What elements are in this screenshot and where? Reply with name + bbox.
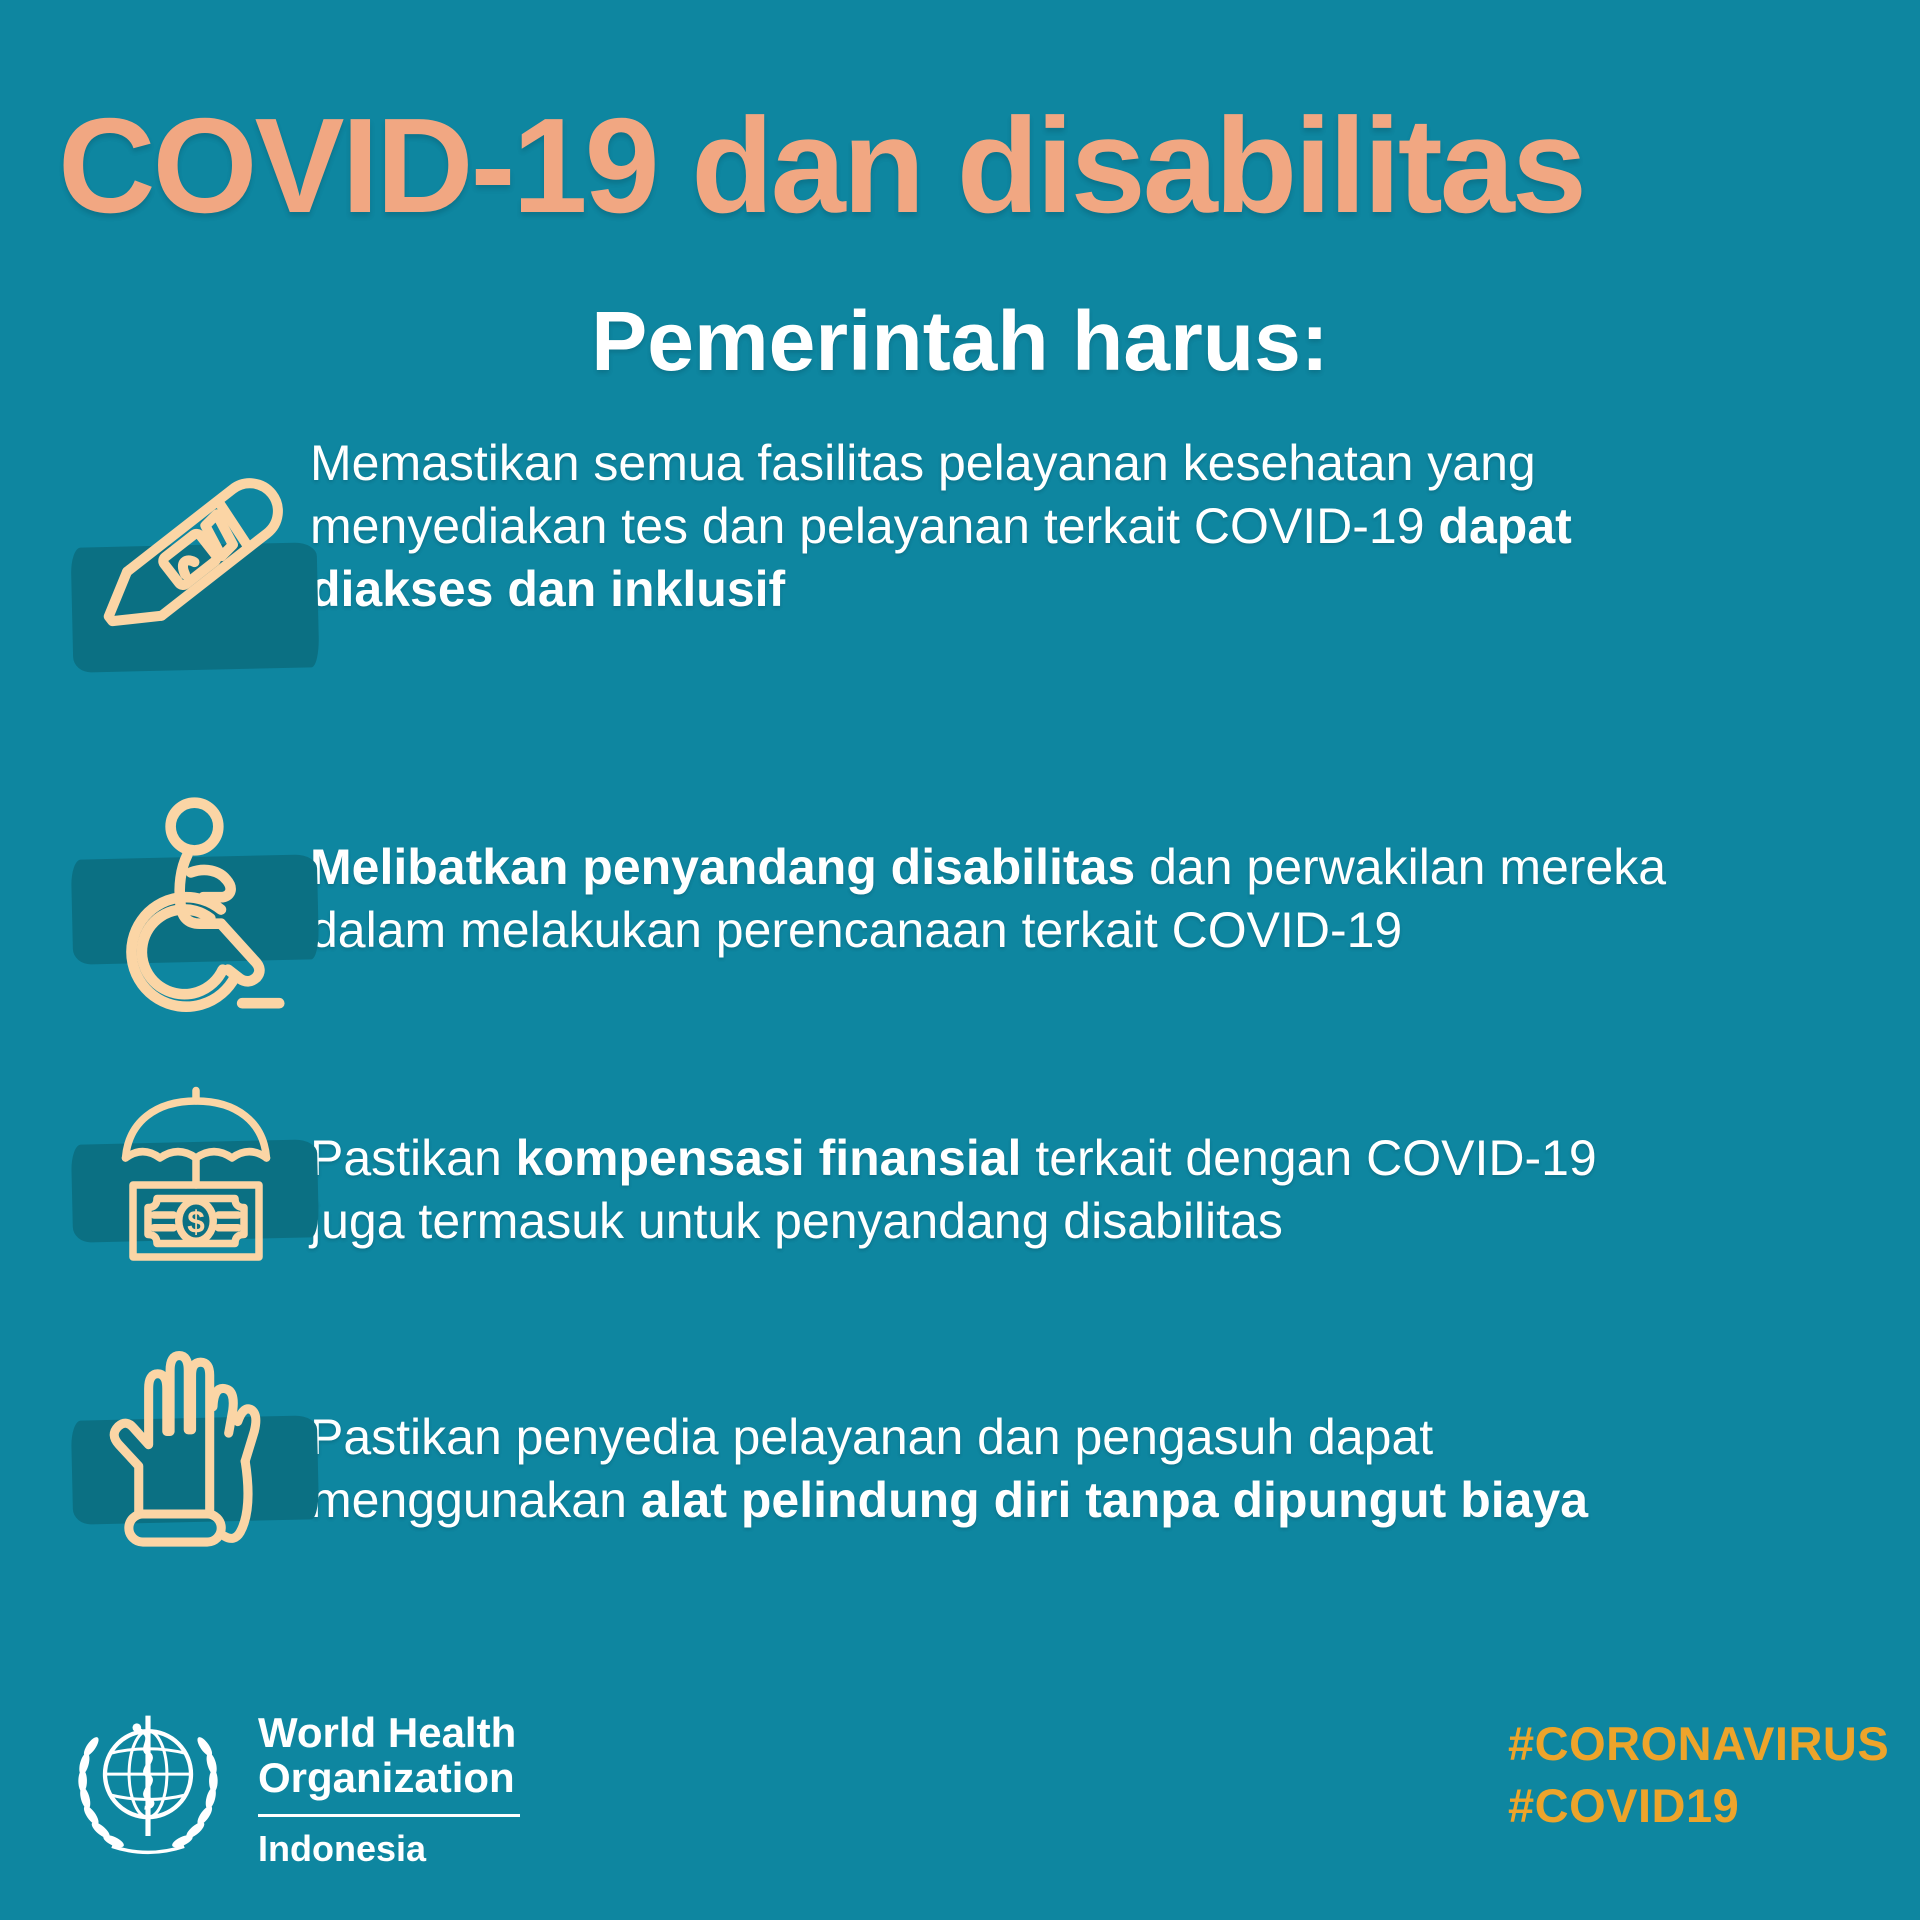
item-3-text: Pastikan kompensasi finansial terkait de… bbox=[310, 1065, 1670, 1335]
subtitle: Pemerintah harus: bbox=[591, 294, 1329, 388]
item-1-text-regular: Memastikan semua fasilitas pelayanan kes… bbox=[310, 435, 1536, 554]
list-item: $ Pastikan kompensasi finansial terkait … bbox=[70, 1065, 1860, 1335]
umbrella-money-icon: $ bbox=[121, 1086, 271, 1261]
who-name-line2: Organization bbox=[258, 1753, 515, 1801]
who-divider bbox=[258, 1813, 520, 1817]
list-item: Memastikan semua fasilitas pelayanan kes… bbox=[70, 420, 1860, 690]
hashtag-coronavirus: #CORONAVIRUS bbox=[1508, 1717, 1890, 1770]
who-country: Indonesia bbox=[258, 1827, 427, 1869]
item-2-text: Melibatkan penyandang disabilitas dan pe… bbox=[310, 770, 1670, 1040]
dollar-sign: $ bbox=[187, 1203, 205, 1239]
wheelchair-icon-cell bbox=[70, 770, 320, 1040]
hashtags: #CORONAVIRUS #COVID19 bbox=[1508, 1713, 1889, 1837]
item-1-text-bold: dapat diakses dan inklusif bbox=[310, 498, 1572, 617]
gloves-icon bbox=[109, 1351, 261, 1547]
who-emblem-icon bbox=[78, 1715, 218, 1855]
gloves-icon-cell bbox=[70, 1350, 320, 1620]
item-2-text-bold: Melibatkan penyandang disabilitas bbox=[310, 839, 1136, 895]
umbrella-money-icon-cell: $ bbox=[70, 1065, 320, 1335]
item-3-text-bold: kompensasi finansial bbox=[515, 1130, 1022, 1186]
list-item: Melibatkan penyandang disabilitas dan pe… bbox=[70, 770, 1860, 1040]
item-3-text-regular: Pastikan bbox=[310, 1130, 516, 1186]
thermometer-icon-cell bbox=[70, 420, 320, 690]
page-title: COVID-19 dan disabilitas bbox=[58, 90, 1587, 241]
who-name-line1: World Health bbox=[258, 1709, 517, 1756]
item-4-text-bold: alat pelindung diri tanpa dipungut biaya bbox=[640, 1472, 1589, 1528]
who-logo-text: World Health Organization Indonesia bbox=[258, 1695, 520, 1870]
wheelchair-icon bbox=[126, 797, 285, 1012]
who-logo: World Health Organization Indonesia bbox=[62, 1695, 520, 1870]
item-2-text-regular-end: dan perwakilan mereka dalam melakukan pe… bbox=[310, 839, 1667, 958]
item-1-text: Memastikan semua fasilitas pelayanan kes… bbox=[310, 420, 1670, 690]
list-item: Pastikan penyedia pelayanan dan pengasuh… bbox=[70, 1350, 1860, 1620]
item-4-text-regular: Pastikan penyedia pelayanan dan pengasuh… bbox=[310, 1409, 1434, 1528]
item-4-text: Pastikan penyedia pelayanan dan pengasuh… bbox=[310, 1350, 1670, 1620]
hashtag-covid19: #COVID19 bbox=[1508, 1779, 1740, 1833]
item-3-text-regular-end: terkait dengan COVID-19 juga termasuk un… bbox=[310, 1130, 1597, 1249]
thermometer-icon bbox=[103, 478, 283, 627]
